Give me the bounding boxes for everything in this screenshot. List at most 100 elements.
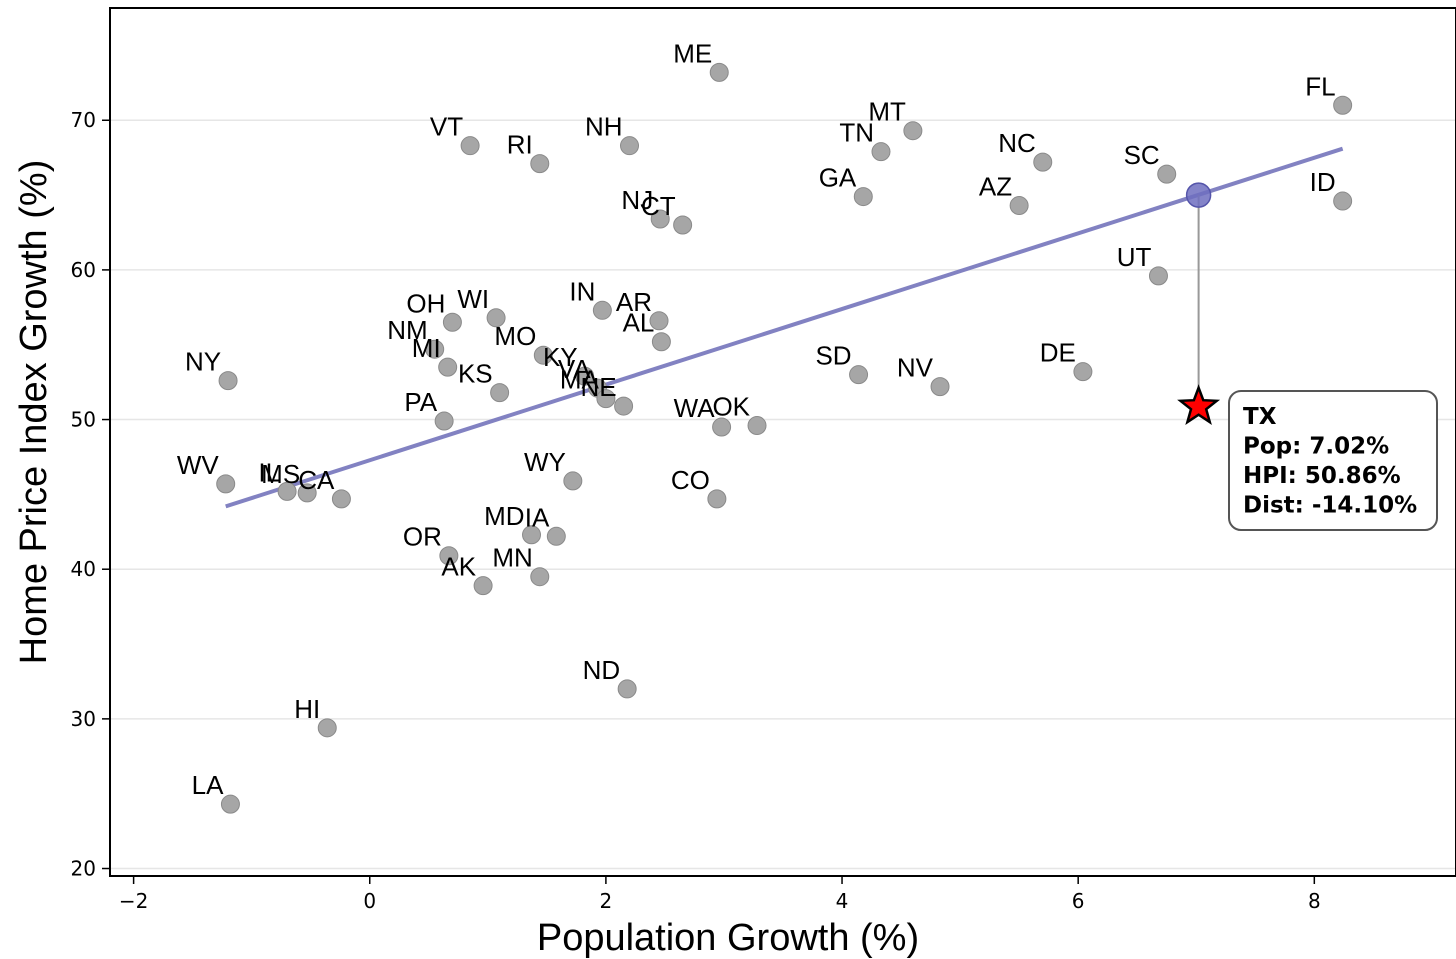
point-label-ms: MS — [261, 459, 300, 489]
point-la — [220, 794, 240, 814]
point-label-nc: NC — [998, 128, 1036, 158]
point-label-nh: NH — [585, 112, 623, 142]
point-label-id: ID — [1310, 167, 1336, 197]
x-tick-label: 4 — [836, 889, 849, 913]
point-ak — [473, 576, 493, 596]
y-tick-label: 50 — [71, 408, 96, 432]
point-fl — [1333, 95, 1353, 115]
point-ny — [218, 371, 238, 391]
fitted-point — [1185, 182, 1212, 208]
point-ri — [530, 154, 550, 174]
point-label-ak: AK — [441, 552, 476, 582]
point-or — [439, 546, 459, 566]
point-ia — [546, 526, 566, 546]
point-label-wy: WY — [524, 447, 566, 477]
point-az — [1009, 196, 1029, 216]
point-ut — [1148, 266, 1168, 286]
point-mn — [530, 567, 550, 587]
point-me — [709, 62, 729, 82]
point-ks — [490, 383, 510, 403]
point-label-ky: KY — [543, 342, 578, 372]
point-ca — [331, 489, 351, 509]
point-label-de: DE — [1040, 338, 1076, 368]
point-sc — [1157, 164, 1177, 184]
point-label-nv: NV — [897, 353, 934, 383]
point-label-ct: CT — [641, 191, 676, 221]
x-tick-label: 0 — [363, 889, 376, 913]
annotation-box — [1228, 390, 1438, 531]
point-label-ga: GA — [819, 163, 857, 193]
y-axis-label: Home Price Index Growth (%) — [13, 160, 55, 665]
point-label-oh: OH — [406, 288, 445, 318]
point-label-ca: CA — [298, 465, 335, 495]
point-sd — [849, 365, 869, 385]
point-il — [277, 481, 297, 501]
point-al — [651, 332, 671, 352]
point-label-nm: NM — [387, 315, 427, 345]
point-label-nj: NJ — [621, 185, 653, 215]
point-label-mo: MO — [494, 321, 536, 351]
point-mo — [533, 345, 553, 365]
point-label-wa: WA — [674, 393, 716, 423]
point-in — [592, 300, 612, 320]
point-label-sd: SD — [815, 341, 851, 371]
point-label-ma: MA — [560, 365, 600, 395]
x-tick-label: 6 — [1072, 889, 1085, 913]
point-ms — [297, 483, 317, 503]
point-label-or: OR — [403, 522, 442, 552]
point-vt — [460, 136, 480, 156]
point-nh — [620, 136, 640, 156]
point-ky — [575, 366, 595, 386]
point-label-ri: RI — [507, 130, 533, 160]
point-label-tn: TN — [839, 118, 874, 148]
point-label-sc: SC — [1124, 140, 1160, 170]
point-mt — [903, 121, 923, 141]
point-nm — [425, 339, 445, 359]
point-label-vt: VT — [430, 112, 463, 142]
point-label-pa: PA — [404, 387, 437, 417]
point-label-la: LA — [192, 770, 224, 800]
point-wy — [563, 471, 583, 491]
point-mi — [438, 357, 458, 377]
point-nj — [650, 209, 670, 229]
point-ok — [747, 416, 767, 436]
point-wv — [216, 474, 236, 494]
point-label-va: VA — [558, 354, 591, 384]
x-tick-label: −2 — [119, 889, 148, 913]
point-label-nd: ND — [583, 655, 621, 685]
point-label-in: IN — [569, 276, 595, 306]
point-md — [522, 525, 542, 545]
annotation-line3: Dist: -14.10% — [1243, 493, 1417, 519]
point-label-ut: UT — [1117, 242, 1152, 272]
point-label-mn: MN — [492, 543, 532, 573]
point-label-ks: KS — [458, 359, 493, 389]
point-wa — [712, 417, 732, 437]
annotation-title: TX — [1243, 404, 1277, 430]
point-label-hi: HI — [294, 694, 320, 724]
point-ne — [614, 396, 634, 416]
x-axis-ticks: −2 0 2 4 6 8 — [119, 876, 1321, 913]
point-oh — [442, 312, 462, 332]
point-nd — [617, 679, 637, 699]
y-tick-label: 40 — [71, 557, 96, 581]
annotation-line1: Pop: 7.02% — [1243, 434, 1389, 460]
highlight-group — [1177, 182, 1221, 425]
point-label-ok: OK — [712, 392, 750, 422]
annotation-line2: HPI: 50.86% — [1243, 463, 1401, 489]
point-label-md: MD — [484, 501, 524, 531]
point-ga — [853, 187, 873, 207]
point-ma — [596, 389, 616, 409]
point-label-me: ME — [673, 38, 712, 68]
point-pa — [434, 411, 454, 431]
point-nv — [930, 377, 950, 397]
point-label-mi: MI — [412, 333, 441, 363]
point-hi — [317, 718, 337, 738]
plot-frame — [109, 7, 1456, 877]
point-label-co: CO — [671, 465, 710, 495]
point-ct — [673, 215, 693, 235]
point-de — [1073, 362, 1093, 382]
point-nc — [1033, 152, 1053, 172]
x-axis-label: Population Growth (%) — [537, 917, 919, 959]
point-wi — [486, 308, 506, 328]
